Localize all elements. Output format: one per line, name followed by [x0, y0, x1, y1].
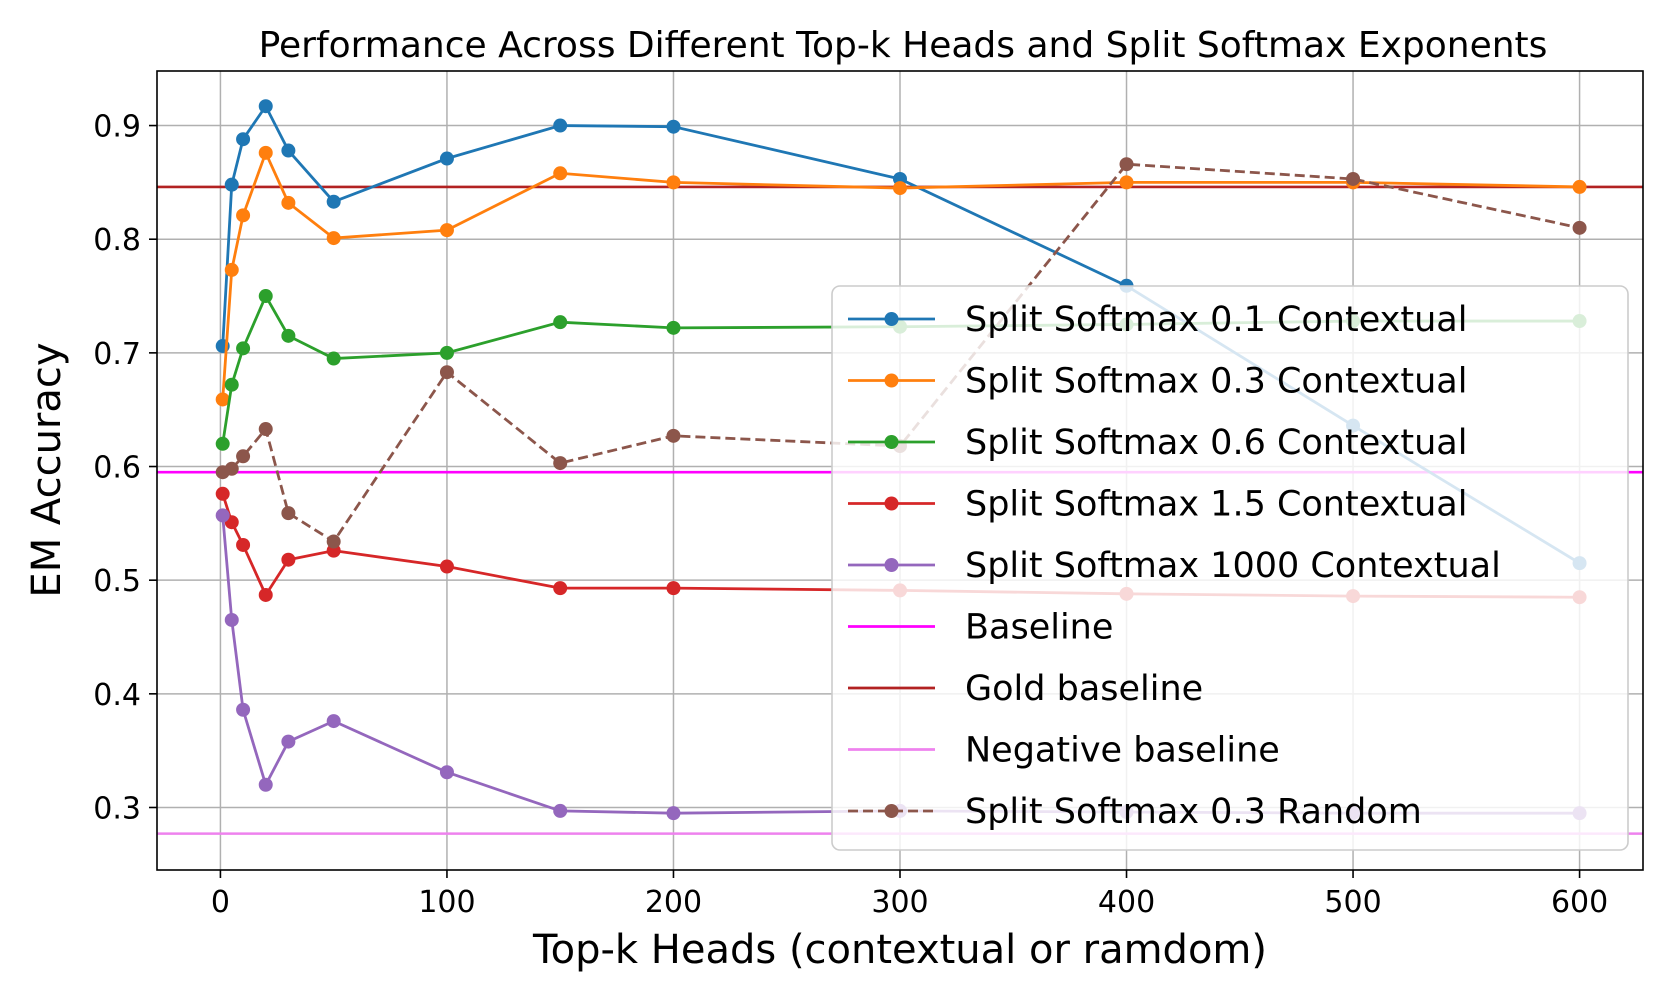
- split-softmax-0-6-contextual-point: [215, 436, 230, 451]
- legend-label-baseline: Baseline: [965, 608, 1113, 648]
- split-softmax-0-3-contextual-point: [215, 392, 230, 407]
- split-softmax-0-6-contextual-point: [224, 377, 239, 392]
- split-softmax-0-1-contextual-point: [553, 118, 568, 133]
- split-softmax-0-3-contextual-point: [224, 262, 239, 277]
- split-softmax-0-6-contextual-point: [236, 341, 251, 356]
- split-softmax-1000-contextual-point: [439, 765, 454, 780]
- split-softmax-1-5-contextual-point: [281, 552, 296, 567]
- y-tick-label: 0.7: [93, 337, 141, 372]
- split-softmax-0-3-random-point: [439, 365, 454, 380]
- chart-title: Performance Across Different Top-k Heads…: [259, 25, 1548, 66]
- legend-label-split-softmax-0-3-random: Split Softmax 0.3 Random: [965, 792, 1422, 832]
- split-softmax-0-1-contextual-point: [258, 99, 273, 114]
- split-softmax-0-3-contextual-point: [666, 175, 681, 190]
- y-tick-label: 0.6: [93, 451, 141, 486]
- legend-label-split-softmax-0-6-contextual: Split Softmax 0.6 Contextual: [965, 423, 1467, 463]
- split-softmax-1000-contextual-point: [215, 508, 230, 523]
- legend: Split Softmax 0.1 Contextual Split Softma…: [831, 285, 1629, 851]
- split-softmax-0-1-contextual-point: [281, 143, 296, 158]
- y-tick-label: 0.5: [93, 564, 141, 599]
- split-softmax-0-3-random-point: [326, 534, 341, 549]
- split-softmax-0-3-random-point: [1572, 220, 1587, 235]
- split-softmax-1000-contextual-point: [236, 702, 251, 717]
- legend-box: [831, 285, 1629, 851]
- x-tick-label: 400: [1098, 885, 1155, 920]
- split-softmax-0-6-contextual-point: [281, 328, 296, 343]
- x-axis-label: Top-k Heads (contextual or ramdom): [532, 927, 1267, 973]
- legend-label-split-softmax-0-3-contextual: Split Softmax 0.3 Contextual: [965, 362, 1467, 402]
- split-softmax-0-3-contextual-point: [258, 145, 273, 160]
- split-softmax-1000-contextual-point: [553, 803, 568, 818]
- split-softmax-0-6-contextual-point: [326, 351, 341, 366]
- split-softmax-1-5-contextual-point: [215, 486, 230, 501]
- split-softmax-1000-contextual-point: [224, 612, 239, 627]
- split-softmax-0-6-contextual-point: [258, 289, 273, 304]
- axis-ticks: 0 100 200 300 400 500 600 0.3 0.4 0.5 0.6 0.7 0.8 0.9: [93, 110, 1608, 920]
- split-softmax-0-6-contextual-point: [666, 320, 681, 335]
- legend-marker-split-softmax-0-6-contextual: [884, 435, 899, 449]
- split-softmax-0-3-contextual-point: [236, 208, 251, 223]
- split-softmax-0-3-random-point: [224, 461, 239, 476]
- legend-marker-split-softmax-0-3-random: [884, 804, 899, 818]
- legend-marker-split-softmax-1-5-contextual: [884, 496, 899, 511]
- legend-label-gold-baseline: Gold baseline: [965, 669, 1203, 709]
- x-tick-label: 600: [1551, 885, 1608, 920]
- split-softmax-1-5-contextual-point: [439, 559, 454, 574]
- split-softmax-0-3-random-point: [258, 422, 273, 437]
- split-softmax-0-1-contextual-point: [224, 177, 239, 192]
- split-softmax-1000-contextual-point: [258, 777, 273, 792]
- split-softmax-0-6-contextual-point: [439, 345, 454, 360]
- x-tick-label: 100: [418, 885, 475, 920]
- split-softmax-0-3-random-point: [553, 456, 568, 471]
- split-softmax-0-3-contextual-point: [326, 231, 341, 246]
- split-softmax-1-5-contextual-point: [666, 581, 681, 596]
- split-softmax-1000-contextual-point: [666, 806, 681, 821]
- x-tick-label: 300: [871, 885, 928, 920]
- legend-label-split-softmax-1-5-contextual: Split Softmax 1.5 Contextual: [965, 485, 1467, 525]
- legend-marker-split-softmax-0-3-contextual: [884, 373, 899, 388]
- split-softmax-0-3-random-point: [281, 506, 296, 521]
- split-softmax-0-3-contextual-point: [553, 166, 568, 181]
- legend-label-split-softmax-1000-contextual: Split Softmax 1000 Contextual: [965, 546, 1501, 586]
- x-tick-label: 200: [645, 885, 702, 920]
- split-softmax-0-6-contextual-point: [553, 315, 568, 330]
- x-tick-label: 0: [211, 885, 230, 920]
- split-softmax-1000-contextual-point: [281, 734, 296, 749]
- y-axis-label: EM Accuracy: [24, 342, 70, 597]
- y-tick-label: 0.8: [93, 223, 141, 258]
- legend-marker-split-softmax-1000-contextual: [884, 558, 899, 572]
- split-softmax-0-1-contextual-point: [439, 151, 454, 166]
- split-softmax-0-1-contextual-point: [236, 132, 251, 147]
- split-softmax-1000-contextual-point: [326, 714, 341, 729]
- legend-marker-split-softmax-0-1-contextual: [884, 312, 899, 326]
- split-softmax-0-3-random-point: [1119, 157, 1134, 172]
- y-tick-label: 0.3: [93, 791, 141, 826]
- split-softmax-1-5-contextual-point: [553, 581, 568, 596]
- split-softmax-0-3-random-point: [236, 449, 251, 464]
- split-softmax-0-3-random-point: [1346, 171, 1361, 186]
- split-softmax-0-3-contextual-point: [893, 181, 907, 196]
- split-softmax-1-5-contextual-point: [258, 587, 273, 602]
- split-softmax-0-1-contextual-point: [326, 194, 341, 209]
- y-tick-label: 0.9: [93, 110, 141, 145]
- legend-label-split-softmax-0-1-contextual: Split Softmax 0.1 Contextual: [965, 300, 1467, 340]
- y-tick-label: 0.4: [93, 678, 141, 713]
- x-tick-label: 500: [1324, 885, 1381, 920]
- split-softmax-0-3-contextual-point: [1119, 175, 1134, 190]
- split-softmax-1-5-contextual-point: [236, 537, 251, 552]
- split-softmax-0-3-random-point: [666, 428, 681, 443]
- split-softmax-0-3-contextual-point: [281, 195, 296, 210]
- split-softmax-0-3-contextual-point: [1572, 179, 1587, 194]
- legend-label-negative-baseline: Negative baseline: [965, 731, 1280, 771]
- split-softmax-0-3-contextual-point: [439, 223, 454, 238]
- legend-entries: Split Softmax 0.1 Contextual Split Softma…: [848, 300, 1501, 832]
- split-softmax-0-1-contextual-point: [666, 119, 681, 134]
